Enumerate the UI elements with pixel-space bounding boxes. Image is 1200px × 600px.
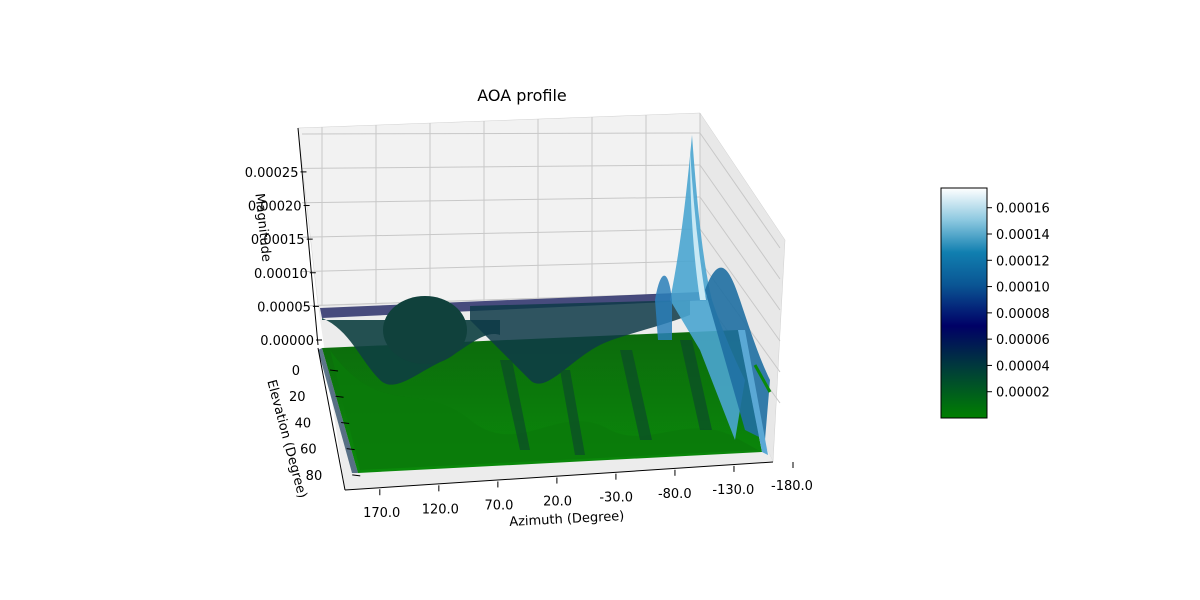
colorbar-tick-label: 0.00016 bbox=[996, 202, 1050, 217]
x-tick-label: 120.0 bbox=[422, 502, 459, 517]
colorbar-tick-label: 0.00010 bbox=[996, 281, 1050, 296]
grid-line-side bbox=[699, 164, 781, 280]
y-tick-mark bbox=[335, 395, 344, 398]
z-tick-labels: 0.00000 0.00005 0.00010 0.00015 0.00020 0.000… bbox=[245, 166, 322, 349]
colorbar-tick-label: 0.00008 bbox=[996, 307, 1050, 322]
surface-ridge-mid bbox=[470, 300, 690, 384]
surface-plot bbox=[318, 135, 772, 473]
y-tick-mark bbox=[329, 369, 339, 372]
grid-line-horizontal bbox=[301, 132, 701, 135]
grid-line-side bbox=[699, 132, 781, 249]
colorbar-tick-label: 0.00002 bbox=[996, 386, 1050, 401]
z-tick-label: 0.00010 bbox=[254, 267, 308, 282]
y-tick-labels: 0 20 40 60 80 bbox=[289, 364, 361, 484]
x-tick-label: 20.0 bbox=[543, 495, 572, 510]
x-tick-label: -130.0 bbox=[712, 483, 754, 498]
grid-line-horizontal bbox=[301, 260, 701, 273]
colorbar-tick-label: 0.00006 bbox=[996, 333, 1050, 348]
surface-dome bbox=[383, 296, 467, 364]
z-tick-label: 0.00025 bbox=[245, 166, 299, 181]
y-tick-label: 0 bbox=[292, 364, 300, 379]
x-axis-label: Azimuth (Degree) bbox=[509, 509, 625, 530]
surface-dark-streaks bbox=[500, 340, 712, 455]
grid-line-horizontal bbox=[301, 196, 701, 204]
z-tick-label: 0.00005 bbox=[257, 300, 311, 315]
x-tick-label: -30.0 bbox=[599, 491, 633, 506]
x-tick-label: 70.0 bbox=[484, 498, 513, 513]
y-tick-label: 20 bbox=[289, 390, 306, 405]
x-tick-label: -80.0 bbox=[658, 487, 692, 502]
back-pane bbox=[297, 112, 701, 306]
y-tick-label: 80 bbox=[306, 469, 323, 484]
grid-line-horizontal bbox=[301, 228, 701, 238]
x-axis-line bbox=[344, 461, 774, 491]
surface-peak-highlight bbox=[690, 150, 706, 300]
colorbar-tick-label: 0.00012 bbox=[996, 254, 1050, 269]
x-tick-labels: 170.0 120.0 70.0 20.0 -30.0 -80.0 -130.0 -180.0 bbox=[363, 462, 813, 521]
y-tick-label: 60 bbox=[300, 443, 317, 458]
surface-peak-small bbox=[655, 275, 672, 340]
z-tick-label: 0.00015 bbox=[251, 233, 305, 248]
y-tick-mark bbox=[352, 474, 361, 477]
y-axis-line bbox=[317, 347, 346, 491]
x-tick-label: -180.0 bbox=[771, 479, 813, 494]
surface-side-trace bbox=[753, 364, 772, 393]
colorbar-tick-label: 0.00014 bbox=[996, 228, 1050, 243]
colorbar bbox=[940, 187, 988, 419]
z-axis-line bbox=[297, 127, 319, 346]
y-tick-mark bbox=[346, 448, 355, 451]
z-axis-label: Magnitude bbox=[251, 193, 273, 263]
surface-right-edge bbox=[738, 330, 768, 455]
grid-line-side bbox=[699, 228, 781, 342]
colorbar-tick-label: 0.00004 bbox=[996, 359, 1050, 374]
grid-line-horizontal bbox=[301, 164, 701, 169]
x-tick-label: 170.0 bbox=[363, 506, 400, 521]
surface-left-edge bbox=[318, 348, 358, 473]
y-tick-mark bbox=[341, 421, 350, 424]
colorbar-tick-labels: 0.00002 0.00004 0.00006 0.00008 0.00010 0.000… bbox=[987, 202, 1050, 401]
z-tick-label: 0.00000 bbox=[260, 334, 314, 349]
z-tick-label: 0.00020 bbox=[248, 200, 302, 215]
chart-title: AOA profile bbox=[477, 86, 567, 105]
grid-line-side bbox=[699, 196, 781, 311]
y-tick-label: 40 bbox=[295, 416, 312, 431]
